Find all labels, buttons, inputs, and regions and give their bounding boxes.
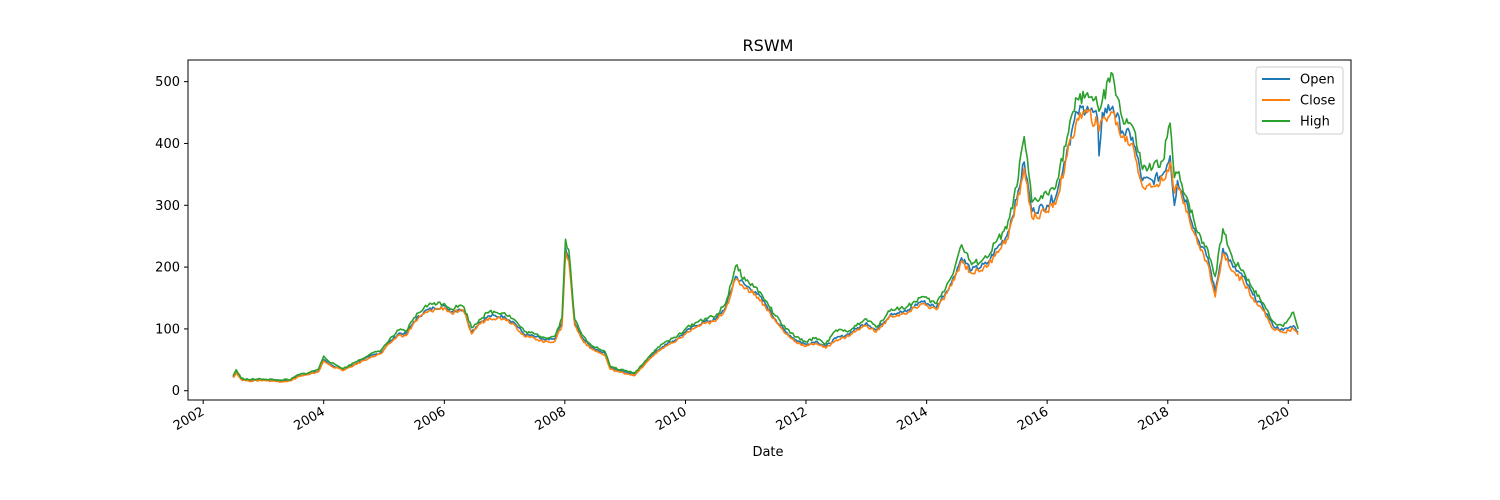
- legend-label-high: High: [1300, 115, 1330, 130]
- y-axis: 0 100 200 300 400 500: [155, 75, 188, 399]
- x-tick-label: 2002: [171, 404, 207, 434]
- x-tick-label: 2004: [292, 404, 328, 434]
- x-tick-label: 2012: [774, 404, 810, 434]
- legend-label-close: Close: [1300, 94, 1335, 109]
- x-tick-label: 2016: [1015, 404, 1051, 434]
- x-tick-label: 2006: [412, 404, 448, 434]
- x-tick-label: 2020: [1256, 404, 1292, 434]
- series-layer: [232, 71, 1299, 383]
- y-tick-label: 300: [155, 199, 180, 214]
- x-tick-label: 2008: [533, 404, 569, 434]
- series-line-high: [232, 71, 1299, 382]
- x-axis-label: Date: [752, 445, 783, 460]
- plot-frame: [187, 59, 1352, 401]
- y-tick-label: 400: [155, 137, 180, 152]
- y-tick-label: 500: [155, 75, 180, 90]
- x-tick-label: 2018: [1136, 404, 1172, 434]
- y-tick-label: 100: [155, 322, 180, 337]
- chart-title: RSWM: [743, 36, 794, 55]
- plot-area: [188, 60, 1351, 400]
- x-tick-label: 2010: [653, 404, 689, 434]
- legend-box: [1255, 66, 1344, 135]
- series-line-close: [232, 108, 1299, 383]
- x-axis: 2002 2004 2006 2008 2010 2012 2014 2016 2018 2020: [171, 400, 1292, 434]
- x-tick-label: 2014: [894, 404, 930, 434]
- y-tick-label: 0: [172, 384, 180, 399]
- legend-label-open: Open: [1300, 73, 1335, 88]
- y-tick-label: 200: [155, 261, 180, 276]
- legend: Open Close High: [1255, 66, 1344, 135]
